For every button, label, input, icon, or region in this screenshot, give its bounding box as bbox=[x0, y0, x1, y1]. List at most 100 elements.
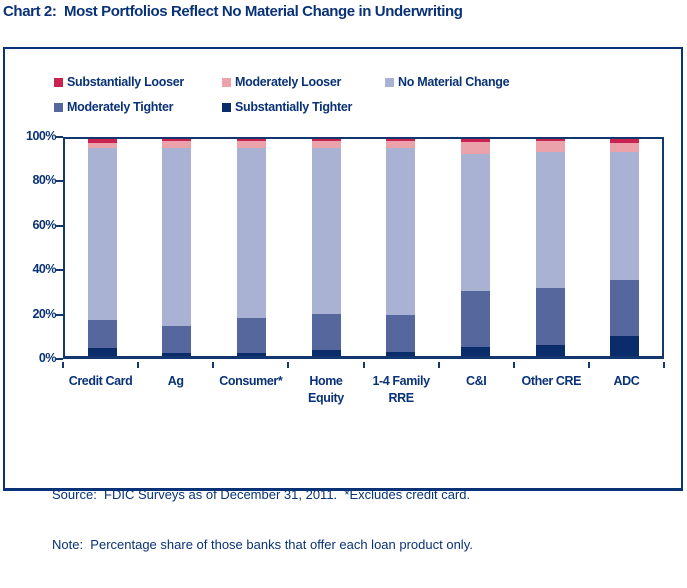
bar-segment-no-material-change bbox=[237, 147, 267, 319]
x-axis-tick bbox=[362, 362, 365, 368]
legend-label: Substantially Looser bbox=[67, 75, 184, 89]
bar-segment-moderately-looser bbox=[610, 143, 640, 153]
bar-cell-credit-card bbox=[65, 139, 140, 356]
x-axis-tick bbox=[62, 362, 64, 368]
bar-cell-consumer bbox=[214, 139, 289, 356]
bar-segment-substantially-tighter bbox=[386, 351, 416, 356]
bars-container bbox=[65, 139, 662, 356]
bar-other-cre bbox=[535, 139, 565, 356]
bar-segment-moderately-tighter bbox=[460, 290, 490, 348]
bar-segment-no-material-change bbox=[87, 147, 117, 321]
x-axis-tick bbox=[512, 362, 515, 368]
bar-segment-substantially-tighter bbox=[535, 345, 565, 356]
bar-segment-moderately-tighter bbox=[311, 313, 341, 350]
bar-segment-no-material-change bbox=[610, 152, 640, 281]
bar-segment-substantially-looser bbox=[386, 139, 416, 142]
y-axis-label-40: 40% bbox=[32, 262, 56, 277]
legend-row-2: Moderately Tighter Substantially Tighter bbox=[54, 100, 654, 114]
legend-label: Moderately Tighter bbox=[67, 100, 174, 114]
bar-segment-moderately-tighter bbox=[162, 325, 192, 353]
legend-swatch-icon bbox=[222, 77, 231, 87]
bar-segment-substantially-looser bbox=[535, 139, 565, 142]
bar-segment-substantially-tighter bbox=[311, 349, 341, 356]
bar-segment-moderately-looser bbox=[460, 142, 490, 155]
x-axis-tick bbox=[437, 362, 440, 368]
x-axis-label-other-cre: Other CRE bbox=[521, 374, 582, 388]
chart-title: Chart 2: Most Portfolios Reflect No Mate… bbox=[3, 3, 463, 20]
x-axis-tick bbox=[212, 362, 215, 368]
legend-item-no-material-change: No Material Change bbox=[385, 75, 510, 89]
bar-segment-substantially-looser bbox=[311, 139, 341, 142]
y-axis-label-100: 100% bbox=[26, 129, 56, 143]
legend-swatch-icon bbox=[385, 77, 394, 87]
bar-segment-substantially-looser bbox=[610, 139, 640, 144]
bar-segment-no-material-change bbox=[460, 154, 490, 291]
bar-segment-substantially-looser bbox=[460, 139, 490, 143]
bar-home-equity bbox=[311, 139, 341, 356]
footer-notes: Source: FDIC Surveys as of December 31, … bbox=[52, 453, 652, 588]
y-axis-tick bbox=[56, 180, 63, 183]
x-axis-label-adc: ADC bbox=[613, 374, 640, 388]
bar-segment-moderately-looser bbox=[535, 141, 565, 153]
bar-cell-adc bbox=[587, 139, 662, 356]
bar-cell-ag bbox=[140, 139, 215, 356]
bar-segment-moderately-looser bbox=[87, 143, 117, 148]
y-axis-label-60: 60% bbox=[32, 217, 56, 232]
bar-segment-moderately-tighter bbox=[610, 280, 640, 337]
bar-segment-moderately-tighter bbox=[237, 318, 267, 353]
bar-segment-moderately-looser bbox=[311, 141, 341, 148]
legend-item-moderately-looser: Moderately Looser bbox=[222, 75, 385, 89]
bar-credit-card bbox=[87, 139, 117, 356]
x-axis-label-consumer: Consumer* bbox=[219, 374, 283, 388]
x-axis-label-credit-card: Credit Card bbox=[68, 374, 133, 388]
bar-cell-home-equity bbox=[289, 139, 364, 356]
x-axis-label-1-4-family-rre: 1-4 Family RRE bbox=[372, 374, 430, 405]
legend-label: Substantially Tighter bbox=[235, 100, 353, 114]
bar-cell-1-4-family-rre bbox=[364, 139, 439, 356]
x-axis-tick bbox=[137, 362, 140, 368]
x-axis-label-c-i: C&I bbox=[466, 374, 487, 388]
bar-segment-substantially-looser bbox=[87, 139, 117, 144]
chart-page: Chart 2: Most Portfolios Reflect No Mate… bbox=[3, 3, 683, 552]
legend-swatch-icon bbox=[222, 102, 231, 112]
y-axis-tick bbox=[56, 269, 63, 272]
bar-segment-no-material-change bbox=[535, 152, 565, 288]
legend-item-substantially-tighter: Substantially Tighter bbox=[222, 100, 385, 114]
bar-segment-substantially-tighter bbox=[237, 352, 267, 356]
legend-swatch-icon bbox=[54, 77, 63, 87]
bar-segment-substantially-looser bbox=[237, 139, 267, 142]
bar-segment-substantially-looser bbox=[162, 139, 192, 142]
y-axis-tick bbox=[56, 313, 63, 316]
plot-area bbox=[63, 137, 664, 359]
chart-frame: Substantially Looser Moderately Looser No … bbox=[3, 47, 683, 552]
bar-segment-moderately-tighter bbox=[87, 320, 117, 349]
bar-segment-moderately-tighter bbox=[535, 287, 565, 346]
legend-label: No Material Change bbox=[398, 75, 510, 89]
y-axis-label-20: 20% bbox=[32, 306, 56, 321]
legend-label: Moderately Looser bbox=[235, 75, 342, 89]
legend-item-moderately-tighter: Moderately Tighter bbox=[54, 100, 222, 114]
bar-consumer bbox=[237, 139, 267, 356]
bar-cell-other-cre bbox=[513, 139, 588, 356]
bar-segment-substantially-tighter bbox=[460, 347, 490, 356]
legend-item-substantially-looser: Substantially Looser bbox=[54, 75, 222, 89]
bar-cell-c-i bbox=[438, 139, 513, 356]
bar-segment-no-material-change bbox=[162, 147, 192, 326]
x-axis-label-home-equity: Home Equity bbox=[308, 374, 344, 405]
bar-segment-substantially-tighter bbox=[162, 352, 192, 356]
legend-swatch-icon bbox=[54, 102, 63, 112]
bar-segment-substantially-tighter bbox=[610, 336, 640, 356]
bar-ag bbox=[162, 139, 192, 356]
bar-segment-no-material-change bbox=[311, 147, 341, 314]
legend-row-1: Substantially Looser Moderately Looser No … bbox=[54, 75, 654, 89]
bar-segment-no-material-change bbox=[386, 147, 416, 315]
bar-adc bbox=[610, 139, 640, 356]
bar-segment-substantially-tighter bbox=[87, 348, 117, 356]
x-axis-tick bbox=[287, 362, 290, 368]
bar-segment-moderately-looser bbox=[237, 141, 267, 148]
bar-1-4-family-rre bbox=[386, 139, 416, 356]
bar-c-i bbox=[460, 139, 490, 356]
source-note: Source: FDIC Surveys as of December 31, … bbox=[52, 486, 471, 502]
x-axis-label-ag: Ag bbox=[167, 374, 184, 388]
x-axis-labels: Credit Card Ag Consumer* Home Equity 1-4 Fam… bbox=[63, 373, 664, 407]
